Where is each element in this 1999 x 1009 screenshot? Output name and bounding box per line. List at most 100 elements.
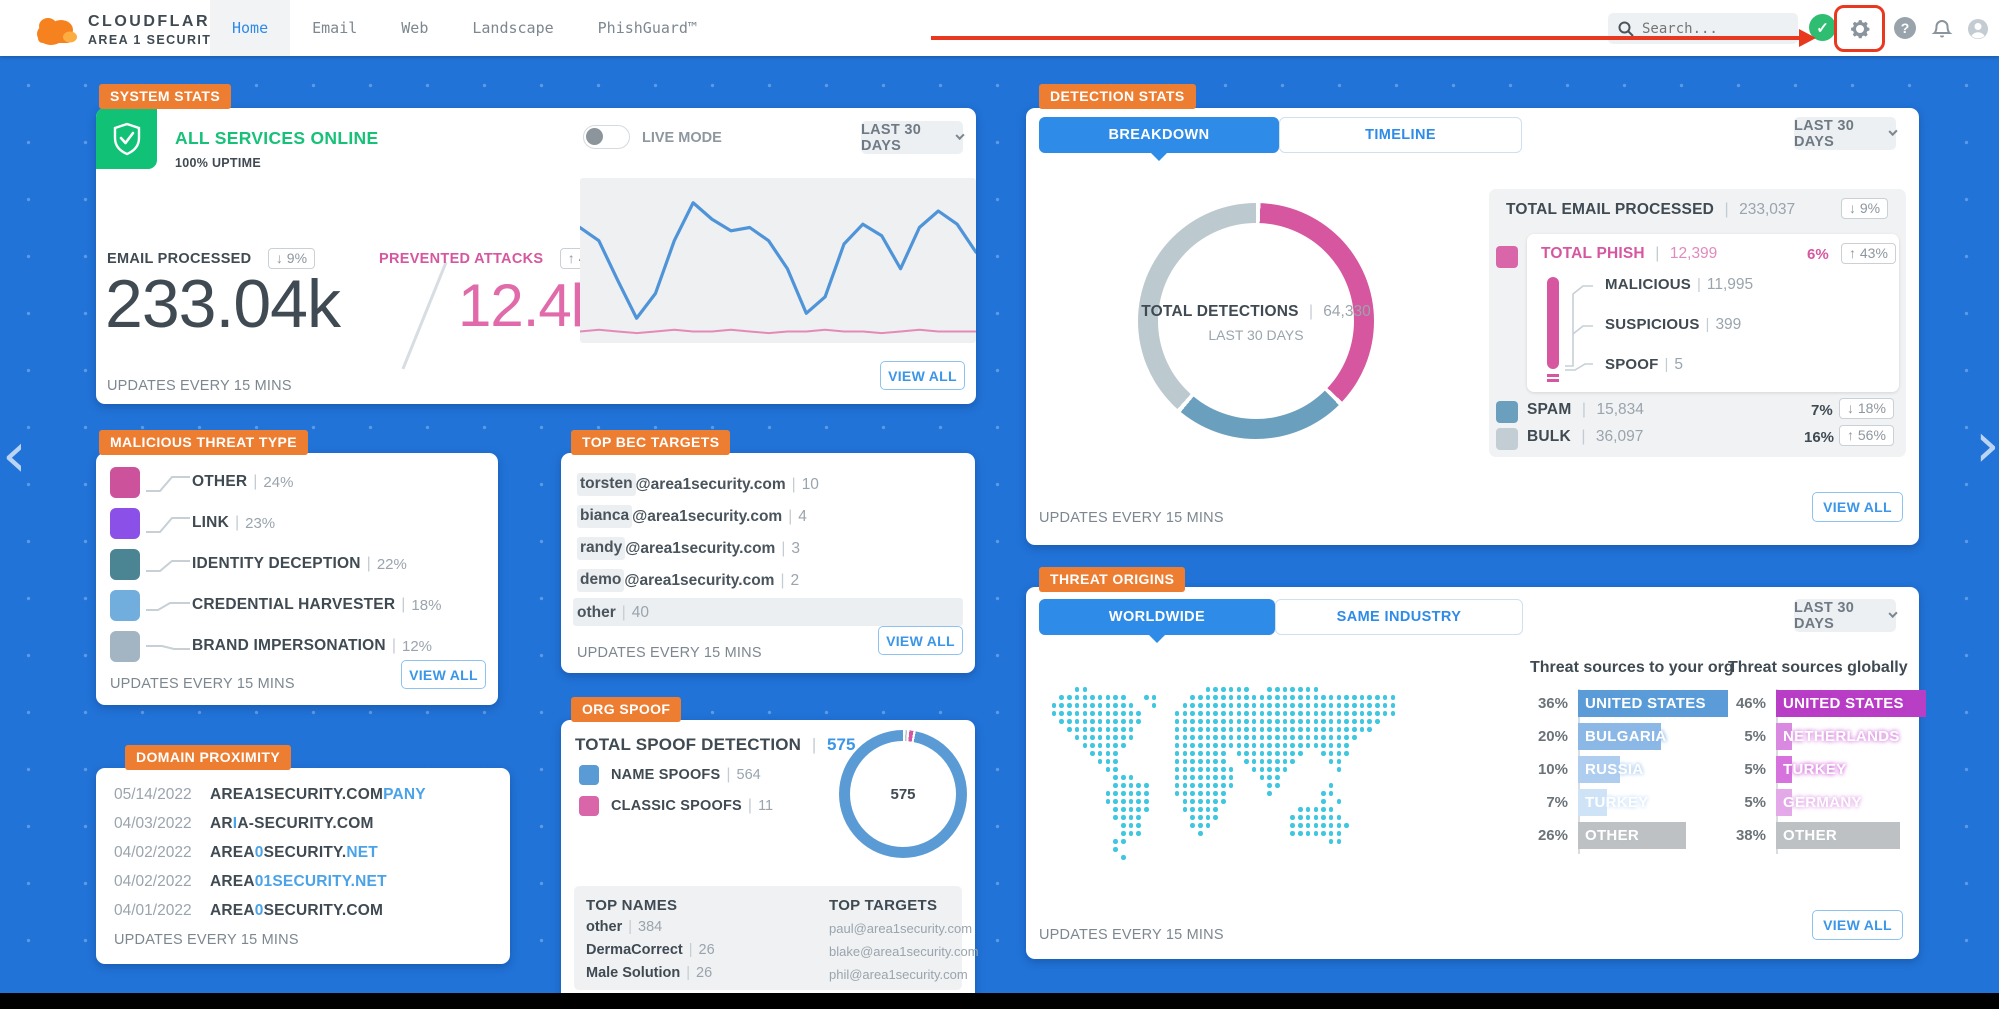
domain-row[interactable]: 04/02/2022 AREA0SECURITY.NET bbox=[114, 844, 378, 861]
nav-item-home[interactable]: Home bbox=[210, 0, 291, 56]
threat-bar-row: 38% OTHER bbox=[1726, 822, 1926, 849]
system-stats-updates-note: UPDATES EVERY 15 MINS bbox=[107, 378, 292, 394]
bulk-pct: 16% bbox=[1804, 429, 1835, 446]
tab-worldwide[interactable]: WORLDWIDE bbox=[1039, 599, 1275, 643]
threat-origins-range-dropdown[interactable]: LAST 30 DAYS bbox=[1794, 599, 1898, 632]
chevron-down-icon bbox=[1888, 126, 1898, 137]
detections-donut-center: TOTAL DETECTIONS | 64,330 LAST 30 DAYS bbox=[1141, 303, 1371, 343]
threat-bar-row: 5% GERMANY bbox=[1726, 789, 1926, 816]
threat-origins-view-all-button[interactable]: VIEW ALL bbox=[1812, 910, 1903, 940]
legend-connector bbox=[146, 517, 190, 533]
threat-type-swatch bbox=[110, 466, 140, 498]
detection-view-all-button[interactable]: VIEW ALL bbox=[1812, 492, 1903, 522]
malicious-threat-view-all-button[interactable]: VIEW ALL bbox=[401, 660, 486, 689]
phish-sub-connectors bbox=[1565, 285, 1593, 371]
nav-item-landscape[interactable]: Landscape bbox=[472, 19, 554, 37]
total-email-trend-badge: ↓ 9% bbox=[1841, 198, 1889, 219]
tab-breakdown[interactable]: BREAKDOWN bbox=[1039, 117, 1279, 161]
spoof-row: SPOOF | 5 bbox=[1605, 356, 1684, 373]
chevron-down-icon bbox=[955, 130, 965, 141]
total-email-row: TOTAL EMAIL PROCESSED | 233,037 bbox=[1506, 201, 1796, 218]
domain-row[interactable]: 04/01/2022 AREA0SECURITY.COM bbox=[114, 902, 384, 919]
uptime-label: 100% UPTIME bbox=[175, 156, 261, 170]
detection-stats-tag: DETECTION STATS bbox=[1039, 84, 1196, 109]
threat-bar-row: 5% TURKEY bbox=[1726, 756, 1926, 783]
threat-type-swatch bbox=[110, 548, 140, 580]
top-names-title: TOP NAMES bbox=[586, 897, 678, 914]
org-spoof-donut-value: 575 bbox=[890, 786, 916, 803]
top-bec-targets-tag: TOP BEC TARGETS bbox=[571, 430, 731, 455]
tab-timeline[interactable]: TIMELINE bbox=[1279, 117, 1522, 153]
bulk-swatch bbox=[1496, 428, 1518, 450]
system-stats-range-dropdown[interactable]: LAST 30 DAYS bbox=[861, 121, 965, 154]
brand-name: CLOUDFLARE bbox=[88, 13, 224, 30]
nav-item-web[interactable]: Web bbox=[401, 19, 429, 37]
legend-connector bbox=[146, 560, 190, 572]
services-shield-icon bbox=[96, 108, 157, 169]
tab-same-industry[interactable]: SAME INDUSTRY bbox=[1275, 599, 1523, 635]
threat-bar-row: 7% TURKEY bbox=[1528, 789, 1728, 816]
chevron-down-icon bbox=[1888, 608, 1898, 619]
malicious-threat-updates-note: UPDATES EVERY 15 MINS bbox=[110, 676, 295, 692]
bec-target-row[interactable]: randy @area1security.com | 3 bbox=[577, 535, 800, 562]
live-mode-toggle[interactable] bbox=[583, 125, 630, 149]
spam-row: SPAM | 15,834 bbox=[1527, 401, 1644, 418]
main-nav: Home Email Web Landscape PhishGuard™ bbox=[210, 0, 719, 56]
search-input[interactable] bbox=[1642, 20, 1782, 37]
user-avatar-icon[interactable] bbox=[1966, 17, 1990, 41]
detection-tabs: BREAKDOWN TIMELINE bbox=[1039, 117, 1522, 161]
bec-target-row[interactable]: other | 40 bbox=[577, 603, 650, 621]
email-processed-trend-badge: ↓ 9% bbox=[267, 248, 316, 269]
world-dot-map bbox=[1044, 687, 1404, 873]
detection-stats-card: BREAKDOWN TIMELINE LAST 30 DAYS TOTAL DE… bbox=[1026, 108, 1919, 545]
gear-icon[interactable] bbox=[1848, 17, 1872, 41]
domain-proximity-tag: DOMAIN PROXIMITY bbox=[125, 745, 292, 770]
top-bec-view-all-button[interactable]: VIEW ALL bbox=[878, 626, 963, 655]
prevented-attacks-value: 12.4k bbox=[458, 272, 601, 339]
metric-divider bbox=[401, 261, 447, 370]
spam-trend-badge: ↓ 18% bbox=[1839, 398, 1894, 419]
annotation-arrow-line bbox=[931, 36, 1801, 40]
threat-bar-row: 10% RUSSIA bbox=[1528, 756, 1728, 783]
threat-type-row: CREDENTIAL HARVESTER | 18% bbox=[110, 589, 441, 621]
phish-breakdown-card: TOTAL PHISH | 12,399 6% ↑ 43% MALICIOUS |… bbox=[1527, 234, 1899, 392]
org-sources-bars: 36% UNITED STATES 20% BULGARIA 10% RUSSIA 7% TU… bbox=[1528, 690, 1728, 855]
notifications-bell-icon[interactable] bbox=[1930, 17, 1954, 41]
detection-range-dropdown[interactable]: LAST 30 DAYS bbox=[1794, 117, 1898, 150]
top-name-row: DermaCorrect | 26 bbox=[586, 942, 715, 958]
system-stats-view-all-button[interactable]: VIEW ALL bbox=[880, 361, 965, 390]
domain-row[interactable]: 05/14/2022 AREA1SECURITY.COMPANY bbox=[114, 786, 426, 803]
help-icon[interactable]: ? bbox=[1894, 17, 1916, 39]
system-stats-tag: SYSTEM STATS bbox=[99, 84, 232, 109]
threat-origins-tabs: WORLDWIDE SAME INDUSTRY bbox=[1039, 599, 1523, 643]
domain-row[interactable]: 04/03/2022 ARIA-SECURITY.COM bbox=[114, 815, 374, 832]
top-target-row: phil@area1security.com bbox=[829, 967, 968, 982]
cloudflare-logo-icon bbox=[37, 18, 77, 45]
brand-subtitle: AREA 1 SECURITY bbox=[88, 33, 222, 47]
carousel-right-chevron[interactable]: › bbox=[1975, 408, 1999, 481]
bec-other-row-background bbox=[573, 598, 963, 626]
annotation-highlight-box bbox=[1834, 5, 1885, 52]
name-spoofs-swatch bbox=[579, 765, 599, 785]
domain-row[interactable]: 04/02/2022 AREA01SECURITY.NET bbox=[114, 873, 387, 890]
phish-trend-badge: ↑ 43% bbox=[1841, 243, 1896, 264]
org-sources-title: Threat sources to your org bbox=[1530, 659, 1734, 676]
carousel-left-chevron[interactable]: ‹ bbox=[2, 418, 27, 491]
threat-bar-row: 20% BULGARIA bbox=[1528, 723, 1728, 750]
nav-item-email[interactable]: Email bbox=[312, 19, 358, 37]
legend-connector bbox=[146, 602, 190, 611]
nav-item-phishguard[interactable]: PhishGuard™ bbox=[597, 19, 697, 37]
total-phish-row: TOTAL PHISH | 12,399 bbox=[1541, 245, 1718, 262]
search-icon bbox=[1618, 21, 1634, 37]
detection-breakdown-panel: TOTAL EMAIL PROCESSED | 233,037 ↓ 9% TOT… bbox=[1489, 189, 1906, 457]
top-name-row: Male Solution | 26 bbox=[586, 965, 713, 981]
legend-connector bbox=[146, 476, 190, 492]
bec-target-row[interactable]: torsten @area1security.com | 10 bbox=[577, 471, 819, 498]
malicious-threat-type-tag: MALICIOUS THREAT TYPE bbox=[99, 430, 309, 455]
threat-origins-tag: THREAT ORIGINS bbox=[1039, 567, 1186, 592]
email-processed-header: EMAIL PROCESSED ↓ 9% bbox=[107, 248, 316, 269]
bec-target-row[interactable]: demo @area1security.com | 2 bbox=[577, 567, 799, 594]
top-bar: CLOUDFLARE AREA 1 SECURITY Home Email We… bbox=[0, 0, 1999, 56]
threat-origins-card: WORLDWIDE SAME INDUSTRY LAST 30 DAYS Thr… bbox=[1026, 587, 1926, 959]
bec-target-row[interactable]: bianca @area1security.com | 4 bbox=[577, 503, 807, 530]
